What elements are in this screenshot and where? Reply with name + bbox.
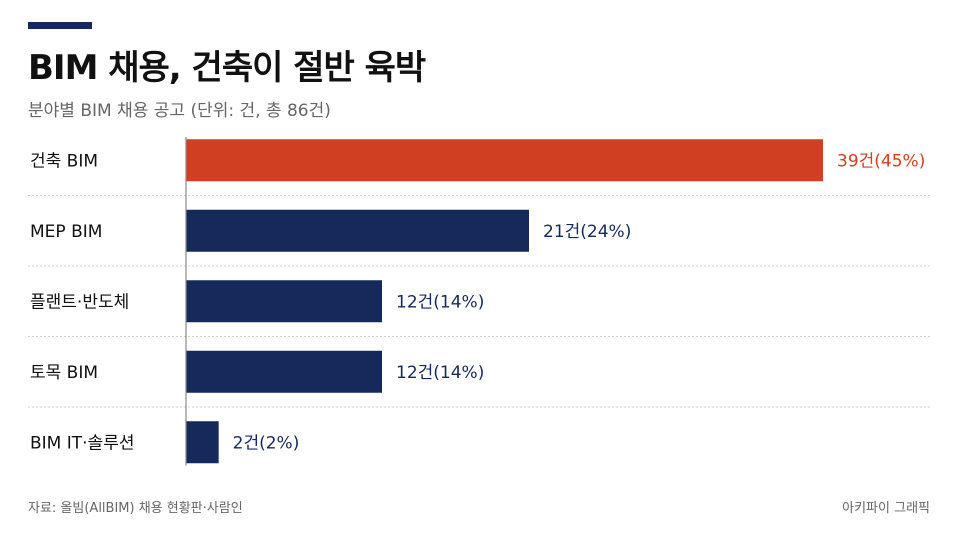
source-note: 자료: 올빔(AllBIM) 채용 현황판·사람인 bbox=[28, 501, 243, 516]
category-label: 건축 BIM bbox=[30, 151, 98, 171]
category-label: BIM IT·솔루션 bbox=[30, 433, 134, 453]
category-label: MEP BIM bbox=[30, 222, 102, 242]
graphic-credit: 아키파이 그래픽 bbox=[842, 501, 930, 516]
category-label: 플랜트·반도체 bbox=[30, 292, 129, 312]
bar bbox=[186, 280, 382, 323]
data-label: 12건(14%) bbox=[396, 292, 484, 312]
category-label: 토목 BIM bbox=[30, 363, 98, 383]
bar bbox=[186, 209, 529, 252]
data-label: 12건(14%) bbox=[396, 363, 484, 383]
data-label: 21건(24%) bbox=[543, 222, 631, 242]
chart-subtitle: 분야별 BIM 채용 공고 (단위: 건, 총 86건) bbox=[28, 101, 331, 121]
chart-title: BIM 채용, 건축이 절반 육박 bbox=[28, 48, 426, 88]
data-label: 2건(2%) bbox=[233, 433, 300, 453]
bar bbox=[186, 139, 823, 182]
bar bbox=[186, 350, 382, 393]
title-accent-rule bbox=[28, 22, 92, 29]
data-label: 39건(45%) bbox=[837, 151, 925, 171]
bar bbox=[186, 421, 219, 464]
